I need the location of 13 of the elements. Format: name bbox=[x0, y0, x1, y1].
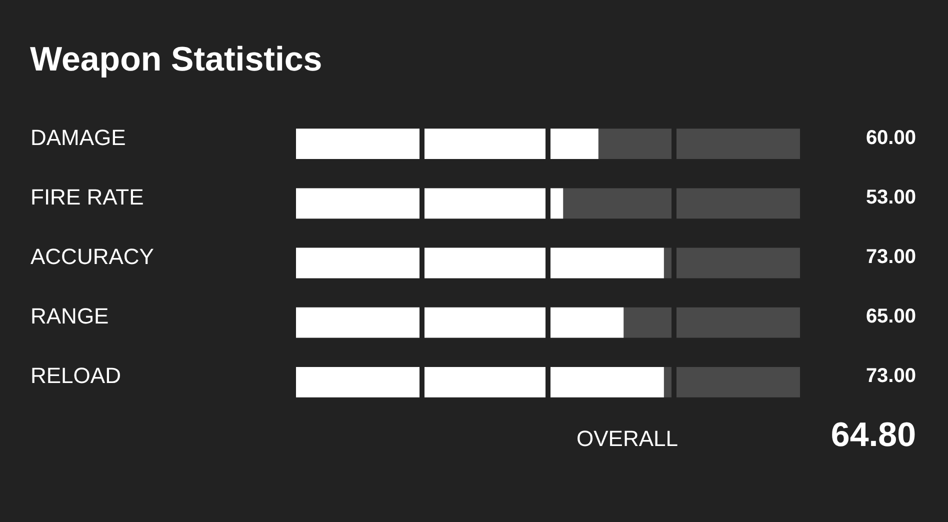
y-tick-label: DAMAGE bbox=[30, 124, 126, 150]
y-tick-label: RANGE bbox=[30, 304, 109, 329]
data-label: 53.00 bbox=[866, 186, 916, 208]
y-tick-label: FIRE RATE bbox=[30, 184, 144, 210]
data-label: 60.00 bbox=[866, 126, 916, 149]
data-label: 65.00 bbox=[866, 306, 916, 328]
text: 64.80 bbox=[830, 416, 916, 454]
data-label: 73.00 bbox=[866, 365, 916, 388]
data-label: 73.00 bbox=[866, 246, 916, 268]
text: OVERALL bbox=[576, 426, 678, 451]
y-tick-label: ACCURACY bbox=[30, 244, 154, 269]
y-tick-label: RELOAD bbox=[30, 363, 121, 388]
chart-title: Weapon Statistics bbox=[30, 40, 322, 78]
